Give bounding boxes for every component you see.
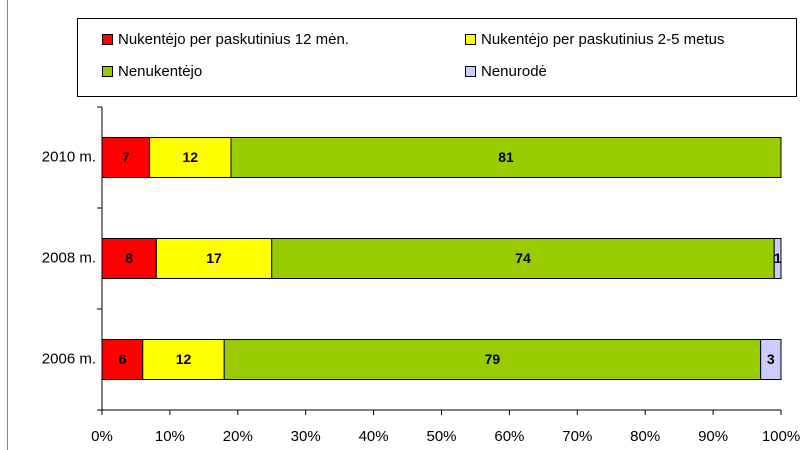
legend-label: Nenurodė [481,63,547,80]
legend-swatch [102,34,113,45]
data-label: 6 [118,351,126,367]
bar-segment [155,238,273,279]
category-label: 2010 m. [42,148,96,165]
bar-segment [773,238,782,279]
legend-swatch [465,66,476,77]
x-tick-label: 30% [291,428,321,445]
data-label: 79 [485,351,501,367]
bar-segment [271,238,775,279]
legend-label: Nenukentėjo [118,63,202,80]
x-tick-label: 20% [223,428,253,445]
bar-segment [230,137,782,178]
legend-label: Nukentėjo per paskutinius 2-5 metus [481,31,724,48]
bar-segment [101,137,151,178]
x-tick-label: 10% [155,428,185,445]
data-label: 1 [774,250,782,266]
legend-label: Nukentėjo per paskutinius 12 mėn. [118,31,349,48]
data-label: 81 [498,149,514,165]
category-label: 2006 m. [42,350,96,367]
x-tick-label: 0% [91,428,113,445]
bar-segment [760,339,782,380]
x-tick-label: 50% [426,428,456,445]
legend-box [77,18,797,97]
category-label: 2008 m. [42,249,96,266]
bar-segment [149,137,232,178]
data-label: 17 [206,250,222,266]
data-label: 12 [182,149,198,165]
bar-segment [142,339,225,380]
x-tick-label: 70% [562,428,592,445]
data-label: 12 [176,351,192,367]
data-label: 3 [767,351,775,367]
data-label: 74 [515,250,531,266]
x-tick-label: 60% [494,428,524,445]
bar-segment [223,339,762,380]
data-label: 7 [122,149,130,165]
x-tick-label: 40% [359,428,389,445]
legend-swatch [465,34,476,45]
data-label: 8 [125,250,133,266]
x-tick-label: 80% [630,428,660,445]
x-tick-label: 100% [762,428,800,445]
legend-swatch [102,66,113,77]
x-tick-label: 90% [698,428,728,445]
